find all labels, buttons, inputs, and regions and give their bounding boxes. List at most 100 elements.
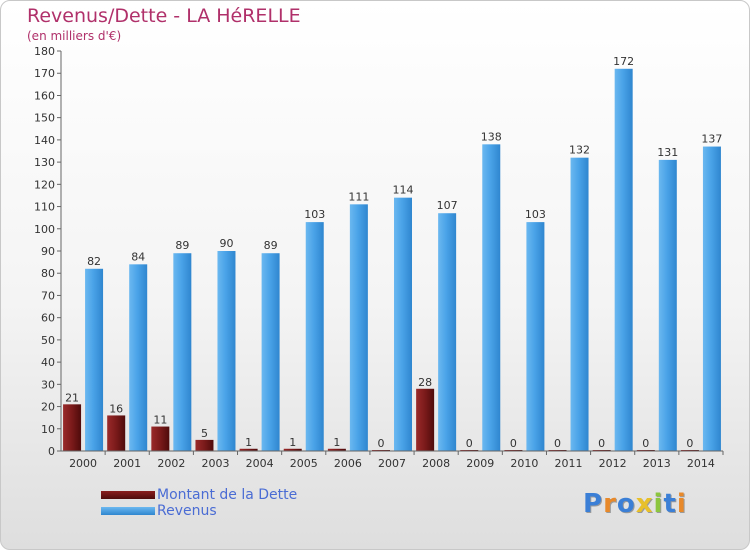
data-label-revenus: 107 bbox=[437, 199, 458, 212]
bar-revenus bbox=[394, 197, 412, 451]
logo-letter: P bbox=[583, 489, 604, 519]
logo-letter: x bbox=[635, 489, 654, 519]
x-tick-label: 2004 bbox=[246, 457, 274, 470]
data-label-dette: 1 bbox=[245, 436, 252, 449]
data-label-revenus: 132 bbox=[569, 144, 590, 157]
bar-revenus bbox=[658, 159, 677, 451]
data-label-revenus: 137 bbox=[701, 133, 722, 146]
proxiti-logo: Proxiti bbox=[583, 489, 687, 519]
x-tick-label: 2002 bbox=[157, 457, 185, 470]
x-tick-label: 2007 bbox=[378, 457, 406, 470]
data-label-dette: 0 bbox=[642, 437, 649, 450]
y-tick-label: 120 bbox=[34, 178, 55, 191]
bar-dette bbox=[416, 388, 435, 451]
y-tick-label: 10 bbox=[41, 423, 55, 436]
x-tick-label: 2012 bbox=[599, 457, 627, 470]
y-tick-label: 130 bbox=[34, 156, 55, 169]
y-tick-label: 150 bbox=[34, 112, 55, 125]
bar-dette bbox=[327, 448, 346, 451]
bar-revenus bbox=[438, 213, 457, 451]
bar-revenus bbox=[526, 222, 545, 451]
y-tick-label: 170 bbox=[34, 67, 55, 80]
bar-dette bbox=[195, 439, 214, 451]
bar-revenus bbox=[217, 251, 236, 451]
bar-revenus bbox=[129, 264, 148, 451]
bar-dette bbox=[63, 404, 82, 451]
x-axis: 2000 2001 2002 2003 2004 2005 2006 2007 2008 2009… bbox=[61, 450, 724, 470]
y-axis: 0 10 20 30 40 50 60 70 80 90 100 110 120 130 140 150 160… bbox=[34, 45, 62, 458]
data-label-revenus: 103 bbox=[304, 208, 325, 221]
data-label-revenus: 103 bbox=[525, 208, 546, 221]
bar-revenus bbox=[570, 157, 589, 451]
y-tick-label: 140 bbox=[34, 134, 55, 147]
legend-label-revenus: Revenus bbox=[157, 503, 217, 519]
bar-dette bbox=[151, 426, 170, 451]
y-tick-label: 110 bbox=[34, 201, 55, 214]
x-tick-label: 2005 bbox=[290, 457, 318, 470]
x-tick-label: 2006 bbox=[334, 457, 362, 470]
logo-letter: t bbox=[663, 489, 677, 519]
y-tick-label: 90 bbox=[41, 245, 55, 258]
x-tick-label: 2000 bbox=[69, 457, 97, 470]
data-label-dette: 1 bbox=[289, 436, 296, 449]
y-tick-label: 60 bbox=[41, 312, 55, 325]
bar-revenus bbox=[349, 204, 368, 451]
x-tick-label: 2010 bbox=[510, 457, 538, 470]
y-tick-label: 70 bbox=[41, 289, 55, 302]
legend-label-dette: Montant de la Dette bbox=[157, 487, 298, 503]
data-label-dette: 28 bbox=[418, 376, 432, 389]
data-label-revenus: 84 bbox=[131, 250, 145, 263]
bar-revenus bbox=[614, 68, 633, 452]
bar-dette bbox=[107, 415, 126, 451]
y-tick-label: 0 bbox=[48, 445, 55, 458]
logo-letter: r bbox=[603, 489, 617, 519]
bar-dette bbox=[283, 448, 302, 451]
y-tick-label: 20 bbox=[41, 401, 55, 414]
data-label-dette: 0 bbox=[554, 437, 561, 450]
legend-swatch-dette bbox=[101, 491, 155, 499]
logo-letter: i bbox=[676, 489, 687, 519]
x-tick-label: 2001 bbox=[113, 457, 141, 470]
data-label-dette: 1 bbox=[333, 436, 340, 449]
x-tick-label: 2013 bbox=[643, 457, 671, 470]
data-label-dette: 0 bbox=[378, 437, 385, 450]
legend-swatch-revenus bbox=[101, 507, 155, 515]
bar-revenus bbox=[305, 222, 324, 451]
x-tick-label: 2003 bbox=[201, 457, 229, 470]
y-tick-label: 180 bbox=[34, 45, 55, 58]
data-label-dette: 5 bbox=[201, 427, 208, 440]
data-label-revenus: 131 bbox=[657, 146, 678, 159]
data-label-revenus: 114 bbox=[393, 184, 414, 197]
y-tick-label: 80 bbox=[41, 267, 55, 280]
y-tick-label: 100 bbox=[34, 223, 55, 236]
logo-letter: o bbox=[616, 489, 636, 519]
bar-revenus bbox=[482, 144, 501, 452]
x-tick-label: 2008 bbox=[422, 457, 450, 470]
y-tick-label: 50 bbox=[41, 334, 55, 347]
data-label-revenus: 138 bbox=[481, 130, 502, 143]
data-label-dette: 0 bbox=[466, 437, 473, 450]
bar-revenus bbox=[173, 253, 192, 451]
bar-revenus bbox=[261, 253, 280, 451]
data-label-revenus: 82 bbox=[87, 255, 101, 268]
bar-dette bbox=[239, 448, 258, 451]
data-label-revenus: 111 bbox=[348, 190, 369, 203]
data-label-dette: 0 bbox=[598, 437, 605, 450]
bars: 2182168411895901891103111101142810701380… bbox=[63, 55, 722, 452]
data-label-dette: 11 bbox=[153, 414, 167, 427]
data-label-revenus: 172 bbox=[613, 55, 634, 68]
data-label-dette: 0 bbox=[686, 437, 693, 450]
data-label-dette: 16 bbox=[109, 402, 123, 415]
chart-subtitle: (en milliers d'€) bbox=[27, 29, 122, 43]
data-label-dette: 0 bbox=[510, 437, 517, 450]
data-label-revenus: 89 bbox=[175, 239, 189, 252]
x-tick-label: 2014 bbox=[687, 457, 715, 470]
y-tick-label: 30 bbox=[41, 378, 55, 391]
x-tick-label: 2009 bbox=[466, 457, 494, 470]
bar-revenus bbox=[702, 146, 721, 452]
data-label-dette: 21 bbox=[65, 391, 79, 404]
logo-letter: i bbox=[653, 489, 664, 519]
chart-title: Revenus/Dette - LA HéRELLE bbox=[27, 5, 301, 27]
